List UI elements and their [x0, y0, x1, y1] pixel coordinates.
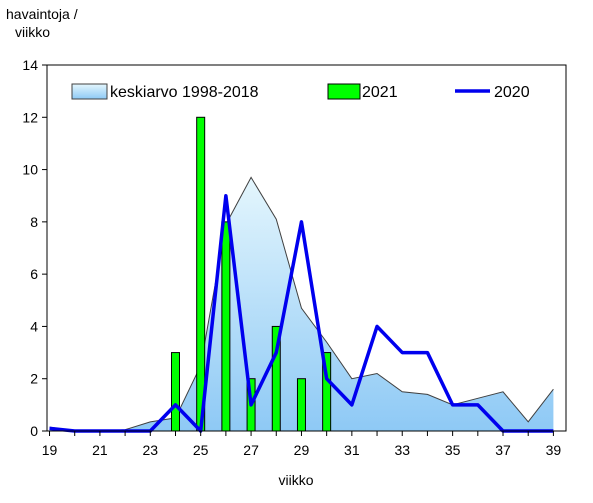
area-average-outline	[49, 176, 554, 432]
y-axis-label-line-1: havaintoja /	[6, 6, 78, 22]
x-tick-label: 31	[344, 442, 360, 458]
bar-2021-week-25	[196, 116, 206, 432]
x-tick-label: 35	[445, 442, 461, 458]
x-axis-label: viikko	[278, 472, 313, 488]
x-tick-label: 37	[495, 442, 511, 458]
legend-label-average: keskiarvo 1998-2018	[110, 84, 259, 101]
y-tick-label: 14	[22, 57, 38, 73]
bar-2021-week-24	[170, 352, 180, 432]
y-axis-label-line-2: viikko	[15, 24, 50, 40]
legend-label-2020: 2020	[494, 84, 530, 101]
y-tick-label: 12	[22, 109, 38, 125]
plot-frame	[46, 64, 567, 432]
bar-2021-week-26	[221, 221, 231, 432]
y-tick-label: 0	[30, 423, 38, 439]
x-tick-label: 39	[546, 442, 562, 458]
x-tick-label: 19	[42, 442, 58, 458]
x-tick-label: 33	[394, 442, 410, 458]
y-tick-label: 6	[30, 266, 38, 282]
x-tick-label: 23	[143, 442, 159, 458]
y-tick-label: 4	[30, 318, 38, 334]
y-tick-label: 10	[22, 162, 38, 178]
legend-swatch-average	[71, 83, 108, 100]
legend: keskiarvo 1998-2018 2021 2020	[71, 83, 530, 101]
y-tick-label: 2	[30, 371, 38, 387]
x-tick-label: 21	[92, 442, 108, 458]
x-tick-label: 29	[294, 442, 310, 458]
plot-area	[49, 116, 554, 433]
y-tick-label: 8	[30, 214, 38, 230]
axes: 0 2 4 6 8 10 12 14 19 21 23 25 27 29 31 33 35 37 39	[22, 57, 567, 458]
bar-2021-week-29	[296, 378, 306, 432]
legend-label-2021: 2021	[362, 84, 398, 101]
x-tick-label: 25	[193, 442, 209, 458]
x-tick-label: 27	[243, 442, 259, 458]
legend-swatch-2021	[327, 83, 361, 100]
